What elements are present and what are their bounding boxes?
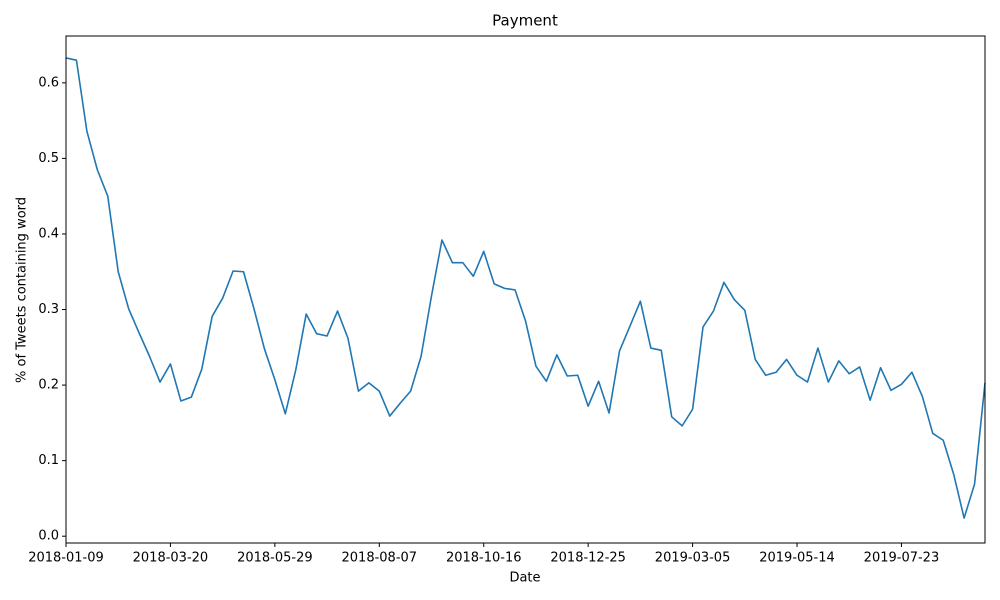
y-tick-label: 0.2 <box>38 378 59 393</box>
x-tick-label: 2018-12-25 <box>550 551 626 566</box>
y-tick-label: 0.6 <box>38 75 59 90</box>
plot-frame <box>65 35 986 544</box>
x-tick-label: 2019-07-23 <box>864 551 940 566</box>
y-tick-label: 0.1 <box>38 453 59 468</box>
x-tick-label: 2019-05-14 <box>759 551 835 566</box>
x-tick-label: 2018-05-29 <box>237 551 313 566</box>
x-tick-label: 2018-10-16 <box>446 551 522 566</box>
x-tick-label: 2018-01-09 <box>28 551 104 566</box>
x-axis-label: Date <box>509 571 540 586</box>
x-tick-label: 2019-03-05 <box>655 551 731 566</box>
y-axis-label: % of Tweets containing word <box>15 197 30 383</box>
y-tick-label: 0.4 <box>38 226 59 241</box>
x-tick-label: 2018-03-20 <box>133 551 209 566</box>
chart-title: Payment <box>492 12 558 30</box>
x-tick-label: 2018-08-07 <box>342 551 418 566</box>
data-line <box>65 57 986 519</box>
y-tick-label: 0.5 <box>38 151 59 166</box>
y-tick-label: 0.0 <box>38 529 59 544</box>
y-tick-label: 0.3 <box>38 302 59 317</box>
